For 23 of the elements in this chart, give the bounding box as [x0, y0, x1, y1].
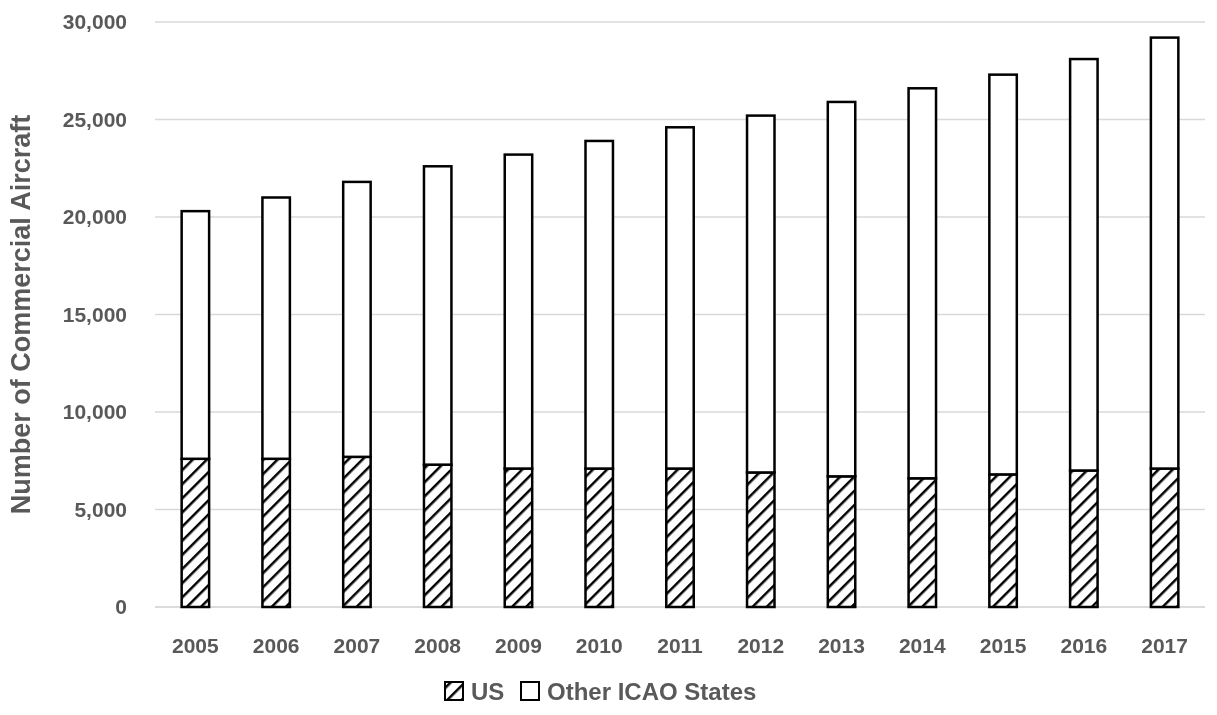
x-tick-label: 2008 [414, 634, 462, 657]
x-tick-label: 2012 [737, 634, 785, 657]
legend-label: US [471, 678, 505, 706]
y-axis-title: Number of Commercial Aircraft [6, 114, 36, 515]
x-tick-label: 2005 [172, 634, 220, 657]
y-tick-label: 15,000 [62, 302, 127, 326]
y-tick-label: 5,000 [74, 497, 127, 521]
x-tick-label: 2014 [898, 634, 946, 657]
y-tick-label: 30,000 [62, 10, 127, 34]
x-tick-label: 2011 [657, 634, 704, 657]
legend-label: Other ICAO States [547, 678, 757, 706]
x-tick-label: 2006 [252, 634, 300, 657]
x-tick-label: 2015 [979, 634, 1027, 657]
x-tick-label: 2013 [818, 634, 865, 657]
y-tick-label: 0 [115, 595, 127, 619]
y-tick-label: 25,000 [62, 107, 127, 131]
x-tick-label: 2009 [495, 634, 542, 657]
y-tick-label: 10,000 [62, 400, 127, 424]
x-tick-label: 2007 [333, 634, 381, 657]
x-tick-label: 2017 [1141, 634, 1188, 657]
x-tick-label: 2010 [575, 634, 623, 657]
x-tick-label: 2016 [1060, 634, 1108, 657]
y-tick-label: 20,000 [62, 205, 127, 229]
